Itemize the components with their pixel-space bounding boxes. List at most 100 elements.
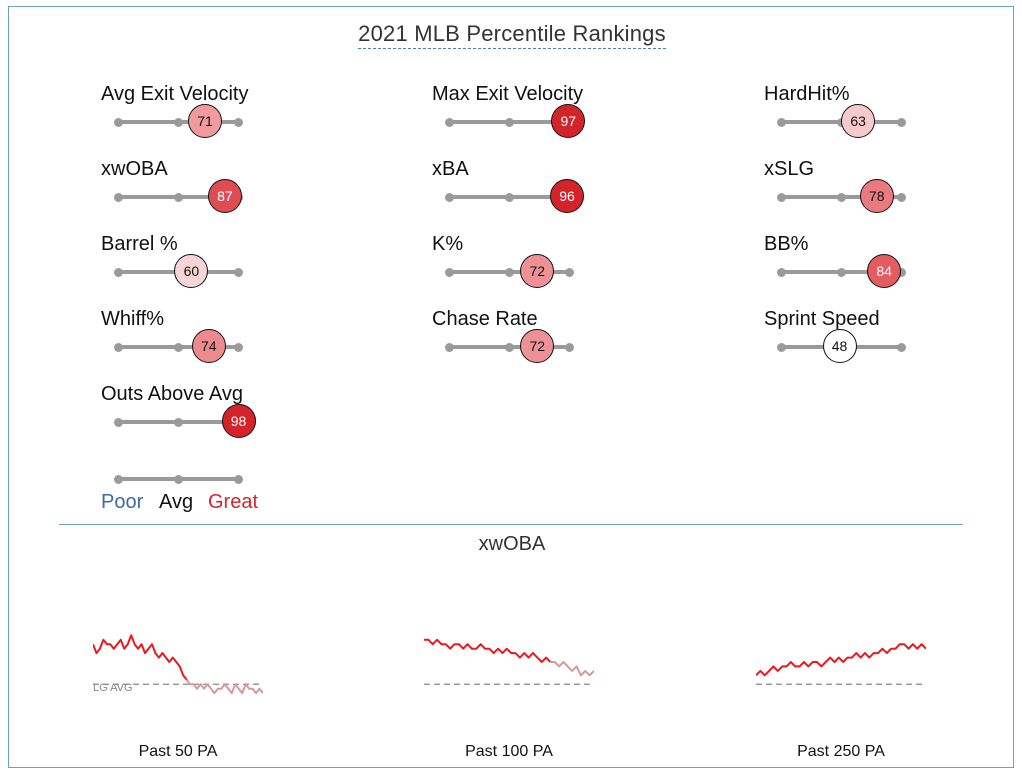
track-dot <box>837 267 846 277</box>
percentile-bubble[interactable]: 98 <box>221 404 256 438</box>
percentile-track: 74 <box>114 329 243 363</box>
metric-label: Whiff% <box>101 308 164 330</box>
percentile-bubble[interactable]: 63 <box>841 104 876 138</box>
percentile-bubble[interactable]: 78 <box>859 179 894 213</box>
percentile-bubble[interactable]: 72 <box>520 254 555 288</box>
section-divider <box>59 524 963 525</box>
percentile-track: 71 <box>114 104 243 138</box>
percentile-bubble[interactable]: 71 <box>188 104 223 138</box>
metric-label: Outs Above Avg <box>101 383 243 405</box>
metric-barrel[interactable]: Barrel % 60 <box>101 233 321 303</box>
track-dot <box>174 342 183 352</box>
percentile-track: 48 <box>777 329 906 363</box>
percentile-bubble[interactable]: 97 <box>551 104 586 138</box>
track-dot <box>777 267 786 277</box>
track-dot <box>445 192 454 202</box>
metric-bb[interactable]: BB% 84 <box>764 233 984 303</box>
metric-xwoba[interactable]: xwOBA 87 <box>101 158 321 228</box>
metric-label: HardHit% <box>764 83 850 105</box>
track-dot <box>114 192 123 202</box>
metric-label: xBA <box>432 158 469 180</box>
xwoba-series-hot <box>93 634 188 681</box>
track-dot <box>897 267 906 277</box>
track-dot <box>505 267 514 277</box>
legend-avg: Avg <box>159 491 194 513</box>
legend-track <box>114 474 243 484</box>
page-title[interactable]: 2021 MLB Percentile Rankings <box>9 21 1015 49</box>
track-dot <box>234 117 243 127</box>
metric-max-exit-velocity[interactable]: Max Exit Velocity 97 <box>432 83 652 153</box>
track-dot <box>174 417 183 427</box>
percentile-legend: Poor Avg Great <box>101 469 321 529</box>
track-dot <box>114 117 123 127</box>
sparkline-label: Past 100 PA <box>465 743 553 760</box>
xwoba-series-hot <box>756 643 926 677</box>
metric-whiff[interactable]: Whiff% 74 <box>101 308 321 378</box>
xwoba-sparkline-0 <box>93 634 263 695</box>
metric-xslg[interactable]: xSLG 78 <box>764 158 984 228</box>
metric-chase-rate[interactable]: Chase Rate 72 <box>432 308 652 378</box>
metric-xba[interactable]: xBA 96 <box>432 158 652 228</box>
track-dot <box>837 192 846 202</box>
metric-hardhit[interactable]: HardHit% 63 <box>764 83 984 153</box>
percentile-rankings-panel: 2021 MLB Percentile Rankings Avg Exit Ve… <box>8 6 1014 768</box>
title-text[interactable]: 2021 MLB Percentile Rankings <box>358 21 666 49</box>
track-dot <box>234 267 243 277</box>
percentile-track: 63 <box>777 104 906 138</box>
percentile-bubble[interactable]: 48 <box>822 329 857 363</box>
track-dot <box>565 267 574 277</box>
percentile-track: 72 <box>445 329 574 363</box>
percentile-bubble[interactable]: 74 <box>191 329 226 363</box>
metric-label: Avg Exit Velocity <box>101 83 249 105</box>
track-dot <box>505 342 514 352</box>
percentile-track: 98 <box>114 404 256 438</box>
percentile-track: 87 <box>114 179 243 213</box>
percentile-track: 72 <box>445 254 574 288</box>
track-dot <box>897 117 906 127</box>
legend-great: Great <box>208 491 259 513</box>
track-dot <box>445 267 454 277</box>
track-dot <box>777 192 786 202</box>
track-dot <box>174 192 183 202</box>
legend-dot-great <box>234 474 243 484</box>
lg-avg-label: LG AVG <box>93 682 133 694</box>
track-dot <box>897 342 906 352</box>
metric-label: Sprint Speed <box>764 308 880 330</box>
metric-label: Chase Rate <box>432 308 538 330</box>
legend-dot-poor <box>114 474 123 484</box>
metric-outs-above-avg[interactable]: Outs Above Avg 98 <box>101 383 321 453</box>
track-dot <box>777 342 786 352</box>
xwoba-sparkline-1 <box>424 638 594 685</box>
track-dot <box>777 117 786 127</box>
metric-label: Max Exit Velocity <box>432 83 584 105</box>
metric-label: K% <box>432 233 464 255</box>
track-dot <box>565 342 574 352</box>
percentile-track: 96 <box>445 179 585 213</box>
xwoba-series-hot <box>424 638 552 663</box>
metric-label: xwOBA <box>101 158 168 180</box>
percentile-track: 60 <box>114 254 243 288</box>
metric-avg-exit-velocity[interactable]: Avg Exit Velocity 71 <box>101 83 321 153</box>
xwoba-section-title: xwOBA <box>478 533 546 555</box>
metric-label: BB% <box>764 233 809 255</box>
percentile-bubble[interactable]: 72 <box>520 329 555 363</box>
percentile-track: 78 <box>777 179 906 213</box>
percentile-bubble[interactable]: 96 <box>550 179 585 213</box>
track-dot <box>897 192 906 202</box>
metric-label: Barrel % <box>101 233 178 255</box>
sparkline-label: Past 250 PA <box>797 743 885 760</box>
track-dot <box>505 192 514 202</box>
xwoba-series-cool <box>550 661 594 677</box>
track-dot <box>445 342 454 352</box>
percentile-track: 84 <box>777 254 906 288</box>
track-dot <box>445 117 454 127</box>
track-dot <box>234 342 243 352</box>
legend-poor: Poor <box>101 491 144 513</box>
percentile-bubble[interactable]: 84 <box>867 254 902 288</box>
metric-k[interactable]: K% 72 <box>432 233 652 303</box>
metric-sprint-speed[interactable]: Sprint Speed 48 <box>764 308 984 378</box>
percentile-bubble[interactable]: 87 <box>207 179 242 213</box>
metric-label: xSLG <box>764 158 815 180</box>
percentile-bubble[interactable]: 60 <box>174 254 209 288</box>
track-dot <box>174 117 183 127</box>
